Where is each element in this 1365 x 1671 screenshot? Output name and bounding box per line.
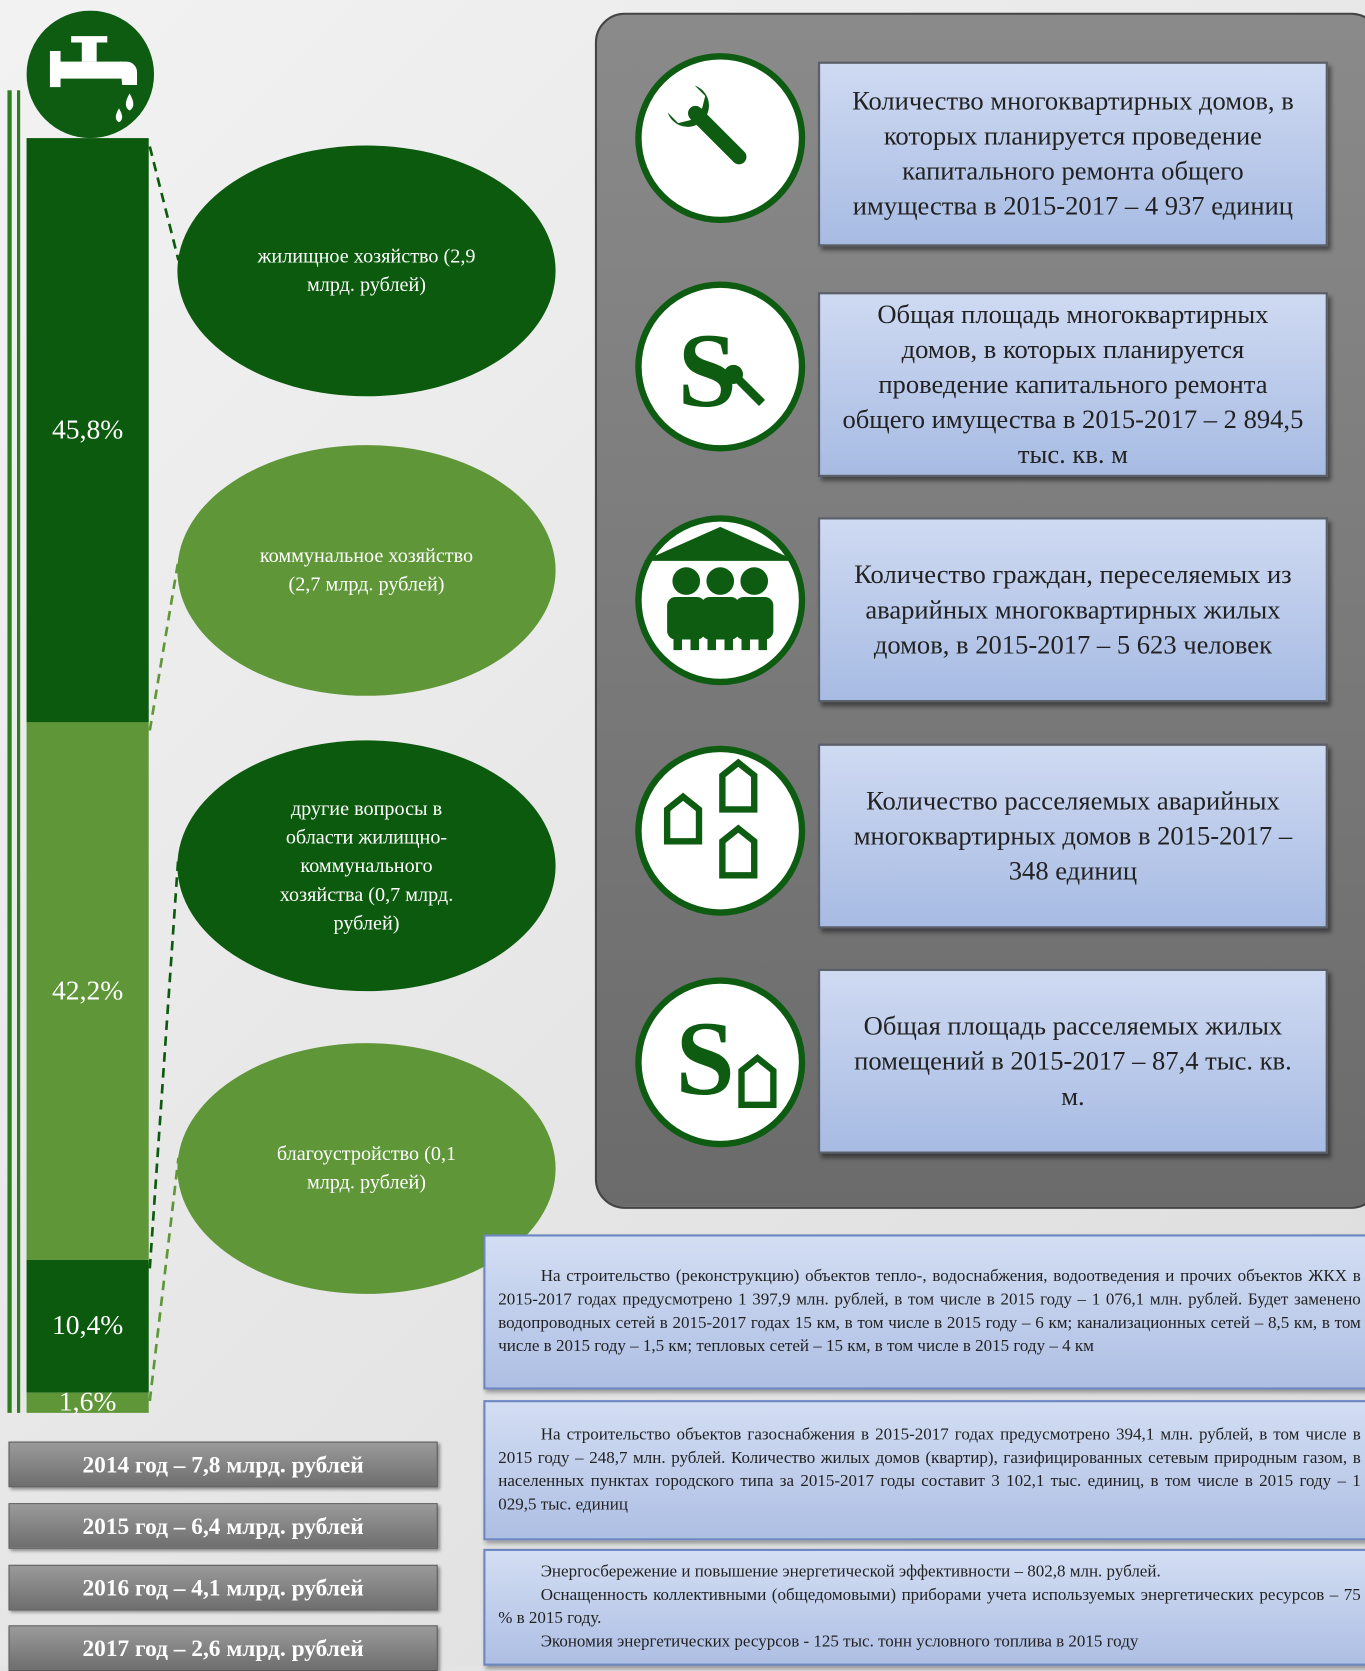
icon-circle — [635, 281, 806, 452]
indicator-box: Количество многоквартирных домов, в кото… — [817, 61, 1328, 247]
bar-segment: 42,2% — [26, 721, 149, 1260]
note-box: Энергосбережение и повышение энергетичес… — [483, 1548, 1365, 1666]
year-total: 2014 год – 7,8 млрд. рублей — [8, 1441, 438, 1488]
rule — [16, 90, 21, 1413]
indicator-box: Количество расселяемых аварийных многокв… — [817, 743, 1328, 929]
legend-ellipse: жилищное хозяйство (2,9 млрд. рублей) — [177, 145, 556, 397]
year-total: 2017 год – 2,6 млрд. рублей — [8, 1625, 438, 1671]
note-box: На строительство (реконструкцию) объекто… — [483, 1234, 1365, 1390]
bar-segment: 1,6% — [26, 1387, 149, 1418]
icon-circle — [635, 977, 806, 1148]
svg-text:S: S — [676, 999, 735, 1117]
connector — [148, 559, 180, 731]
connector — [148, 146, 180, 261]
data-label: 42,2% — [51, 974, 124, 1006]
note-text: На строительство объектов газоснабжения … — [498, 1425, 1361, 1514]
note-text: На строительство (реконструкцию) объекто… — [498, 1267, 1361, 1356]
year-total: 2016 год – 4,1 млрд. рублей — [8, 1564, 438, 1611]
year-total: 2015 год – 6,4 млрд. рублей — [8, 1503, 438, 1549]
bar-segment: 10,4% — [26, 1259, 149, 1393]
legend-ellipse: коммунальное хозяйство (2,7 млрд. рублей… — [177, 445, 556, 696]
data-label: 10,4% — [51, 1310, 124, 1342]
tap-icon — [26, 10, 155, 139]
note-text: Энергосбережение и повышение энергетичес… — [540, 1562, 1161, 1581]
indicator-box: Количество граждан, переселяемых из авар… — [817, 517, 1328, 703]
indicator-box: Общая площадь многоквартирных домов, в к… — [817, 292, 1328, 477]
indicator-box: Общая площадь расселяемых жилых помещени… — [817, 968, 1328, 1154]
rule — [7, 90, 12, 1413]
note-text: Оснащенность коллективными (общедомовыми… — [498, 1586, 1361, 1628]
data-label: 45,8% — [51, 414, 124, 445]
data-label: 1,6% — [58, 1386, 117, 1418]
connectors — [148, 146, 180, 1402]
connector — [148, 1157, 180, 1402]
legend-ellipse: другие вопросы в области жилищно-коммуна… — [177, 740, 556, 992]
bar-segment: 45,8% — [26, 138, 149, 722]
stacked-bar: 45,8% 42,2% 10,4% 1,6% — [26, 138, 149, 1418]
icons: S S — [643, 85, 797, 1117]
note-text: Экономия энергетических ресурсов - 125 т… — [540, 1632, 1139, 1651]
connector — [148, 855, 180, 1269]
note-box: На строительство объектов газоснабжения … — [483, 1400, 1365, 1541]
